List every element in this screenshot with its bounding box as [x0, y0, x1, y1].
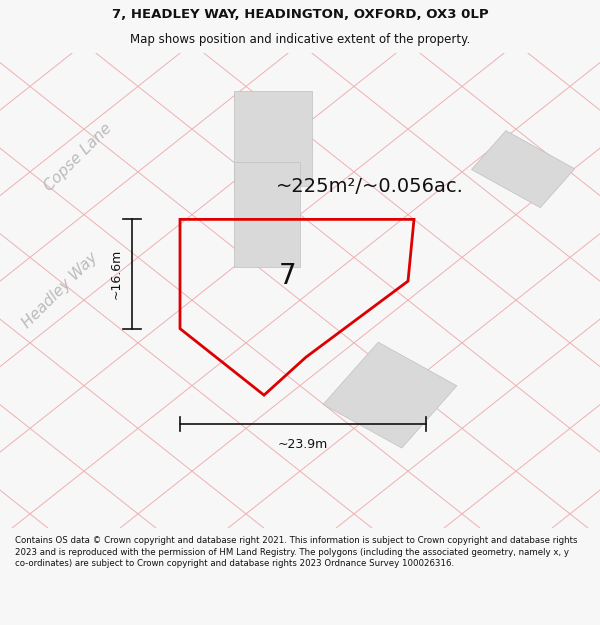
Text: ~225m²/~0.056ac.: ~225m²/~0.056ac.: [276, 177, 464, 196]
Text: Copse Lane: Copse Lane: [41, 121, 115, 194]
Text: Headley Way: Headley Way: [19, 250, 101, 331]
Text: ~23.9m: ~23.9m: [278, 438, 328, 451]
FancyBboxPatch shape: [323, 342, 457, 448]
Text: 7: 7: [279, 262, 297, 291]
Text: Map shows position and indicative extent of the property.: Map shows position and indicative extent…: [130, 33, 470, 46]
FancyBboxPatch shape: [234, 162, 300, 267]
Text: 7, HEADLEY WAY, HEADINGTON, OXFORD, OX3 0LP: 7, HEADLEY WAY, HEADINGTON, OXFORD, OX3 …: [112, 8, 488, 21]
Text: ~16.6m: ~16.6m: [110, 249, 123, 299]
FancyBboxPatch shape: [234, 91, 312, 186]
FancyBboxPatch shape: [472, 131, 575, 208]
Text: Contains OS data © Crown copyright and database right 2021. This information is : Contains OS data © Crown copyright and d…: [15, 536, 577, 569]
